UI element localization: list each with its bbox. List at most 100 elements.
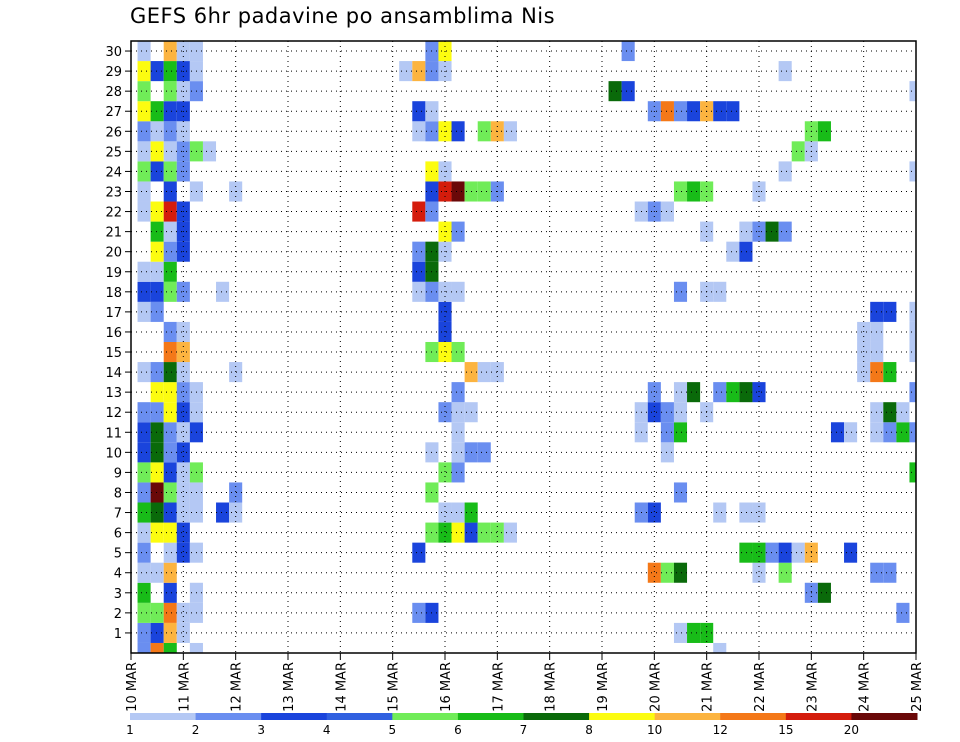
heatmap-cell [726, 382, 740, 403]
plot-frame [130, 40, 917, 654]
heatmap-cell [687, 101, 701, 122]
heatmap-cell [163, 402, 177, 423]
heatmap-cell [176, 442, 190, 463]
heatmap-cell [163, 422, 177, 443]
heatmap-cell [660, 562, 674, 583]
heatmap-cell [176, 402, 190, 423]
heatmap-cell [713, 281, 727, 302]
heatmap-cell [150, 502, 164, 523]
heatmap-cell [451, 462, 465, 483]
y-tick-label: 8 [114, 486, 122, 501]
legend-label: 3 [257, 723, 265, 737]
heatmap-cell [412, 602, 426, 623]
heatmap-cell [163, 101, 177, 122]
heatmap-cell [817, 121, 831, 142]
heatmap-cell [739, 241, 753, 262]
heatmap-cell [791, 542, 805, 563]
y-tick-label: 7 [114, 507, 122, 522]
legend-swatch [654, 713, 721, 720]
heatmap-cell [150, 642, 164, 653]
heatmap-cell [844, 542, 858, 563]
heatmap-cell [673, 101, 688, 122]
legend-label: 10 [647, 723, 662, 737]
heatmap-cell [883, 301, 897, 322]
heatmap-cell [438, 522, 452, 543]
heatmap-cell [150, 422, 164, 443]
heatmap-cell [726, 101, 740, 122]
heatmap-cell [163, 61, 177, 82]
x-tick-label: 22 MAR [753, 662, 768, 712]
legend-swatch [457, 713, 524, 720]
heatmap-cell [752, 562, 766, 583]
heatmap-cell [150, 301, 164, 322]
y-axis: 3029282726252423222120191817161514131211… [105, 45, 131, 642]
y-tick-label: 24 [105, 165, 122, 180]
heatmap-cell [150, 442, 164, 463]
heatmap-cell [216, 502, 230, 523]
heatmap-cell [477, 121, 491, 142]
x-tick-label: 16 MAR [439, 662, 454, 712]
heatmap-cell [150, 261, 164, 282]
heatmap-cell [660, 101, 674, 122]
heatmap-cell [163, 582, 177, 603]
heatmap-cell [150, 141, 164, 162]
legend-label: 1 [126, 723, 134, 737]
heatmap-cell [909, 161, 916, 182]
heatmap-cell [883, 562, 897, 583]
heatmap-cell [621, 81, 635, 102]
heatmap-cell [647, 562, 661, 583]
heatmap-cell [176, 462, 190, 483]
heatmap-cell [438, 341, 452, 363]
heatmap-cell [229, 482, 243, 503]
heatmap-cell [150, 522, 164, 543]
y-tick-label: 12 [105, 406, 122, 421]
y-tick-label: 20 [105, 246, 122, 261]
x-tick-label: 10 MAR [125, 662, 140, 712]
heatmap-cell [412, 241, 426, 262]
heatmap-cell [713, 502, 727, 523]
legend-label: 7 [520, 723, 528, 737]
heatmap-cell [150, 241, 164, 262]
heatmap-cell [451, 442, 465, 463]
heatmap-cell [163, 622, 177, 643]
heatmap-cell [150, 402, 164, 423]
heatmap-cell [163, 321, 177, 342]
heatmap-cell [137, 422, 151, 443]
heatmap-cell [150, 201, 164, 222]
heatmap-cell [176, 341, 190, 363]
heatmap-cell [150, 362, 164, 383]
heatmap-cell [909, 341, 916, 363]
heatmap-cell [673, 562, 688, 583]
heatmap-cell [412, 281, 426, 302]
y-tick-label: 13 [105, 386, 122, 401]
heatmap-cell [163, 181, 177, 202]
x-tick-label: 18 MAR [544, 662, 559, 712]
x-tick-label: 19 MAR [596, 662, 611, 712]
y-tick-label: 28 [105, 85, 122, 100]
heatmap-cell [150, 622, 164, 643]
heatmap-cell [778, 542, 792, 563]
heatmap-cell [673, 402, 688, 423]
heatmap-cell [163, 442, 177, 463]
heatmap-cell [739, 221, 753, 242]
heatmap-cell [176, 522, 190, 543]
heatmap-cell [176, 602, 190, 623]
heatmap-cell [778, 161, 792, 182]
heatmap-cell [830, 422, 845, 443]
heatmap-cell [909, 462, 916, 483]
heatmap-cell [412, 261, 426, 282]
legend-swatch [392, 713, 459, 720]
y-tick-label: 16 [105, 326, 122, 341]
heatmap-cell [778, 61, 792, 82]
y-tick-label: 30 [105, 45, 122, 60]
heatmap-cell [412, 121, 426, 142]
heatmap-cell [150, 602, 164, 623]
heatmap-cell [503, 522, 517, 543]
heatmap-cell [438, 502, 452, 523]
heatmap-cell [503, 121, 517, 142]
heatmap-cell [137, 281, 151, 302]
heatmap-cell [713, 642, 727, 653]
legend-label: 12 [713, 723, 728, 737]
heatmap-cell [176, 382, 190, 403]
